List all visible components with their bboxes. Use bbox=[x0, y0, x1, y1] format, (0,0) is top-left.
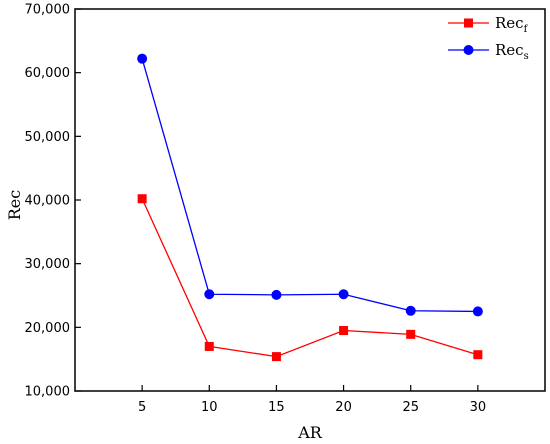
data-point-f bbox=[406, 329, 416, 339]
data-point-f bbox=[473, 350, 483, 360]
y-tick-label: 20,000 bbox=[25, 321, 71, 336]
legend-marker bbox=[463, 45, 474, 55]
data-point-s bbox=[271, 289, 282, 300]
x-tick-label: 15 bbox=[268, 400, 285, 415]
y-tick-label: 30,000 bbox=[25, 257, 71, 272]
x-tick-label: 10 bbox=[201, 400, 218, 415]
legend-item-f: Recf bbox=[448, 14, 529, 35]
data-point-f bbox=[137, 194, 147, 204]
x-tick-label: 30 bbox=[470, 400, 487, 415]
series-line-f bbox=[141, 198, 479, 358]
y-tick-label: 50,000 bbox=[25, 130, 71, 145]
x-axis-title: AR bbox=[297, 423, 323, 442]
x-axis: 5 10 15 20 25 30 bbox=[138, 385, 486, 415]
x-tick-label: 5 bbox=[138, 400, 146, 415]
series-line-s bbox=[141, 58, 478, 313]
legend-item-s: Recs bbox=[448, 41, 529, 62]
data-point-s bbox=[405, 305, 416, 316]
series-f bbox=[137, 194, 483, 362]
data-point-f bbox=[339, 326, 349, 336]
y-axis: 10,000 20,000 30,000 40,000 50,000 60,000 70,0… bbox=[25, 3, 81, 400]
x-tick-label: 20 bbox=[335, 400, 352, 415]
y-tick-label: 70,000 bbox=[25, 3, 71, 18]
y-tick-label: 40,000 bbox=[25, 194, 71, 209]
data-point-s bbox=[204, 289, 215, 300]
legend-label: Recf bbox=[495, 14, 529, 35]
data-point-f bbox=[271, 352, 281, 362]
y-tick-label: 10,000 bbox=[25, 385, 71, 400]
y-axis-title: Rec bbox=[5, 190, 24, 221]
legend-label: Recs bbox=[495, 41, 529, 62]
data-point-f bbox=[204, 341, 214, 351]
x-tick-label: 25 bbox=[402, 400, 419, 415]
data-point-s bbox=[137, 53, 148, 64]
data-point-s bbox=[338, 289, 349, 300]
legend: Recf Recs bbox=[448, 14, 529, 62]
series-s bbox=[137, 53, 483, 317]
series-layer bbox=[137, 53, 483, 362]
y-tick-label: 60,000 bbox=[25, 66, 71, 81]
legend-marker bbox=[464, 18, 473, 28]
data-point-s bbox=[472, 306, 483, 317]
